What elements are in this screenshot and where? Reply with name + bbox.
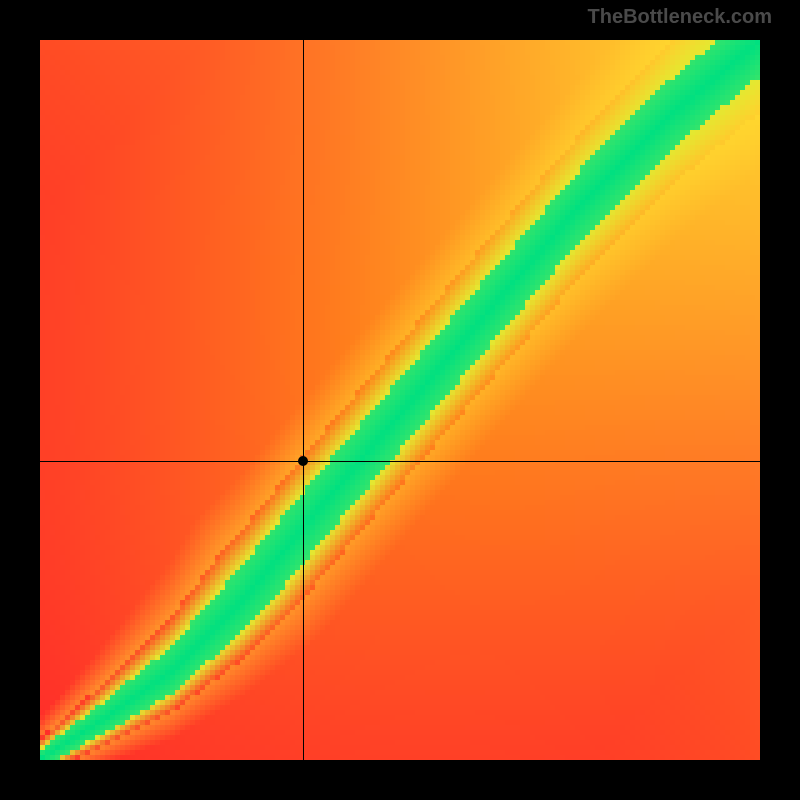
crosshair-horizontal (40, 461, 760, 462)
plot-area (40, 40, 760, 760)
heatmap-canvas (40, 40, 760, 760)
watermark-text: TheBottleneck.com (588, 6, 772, 29)
crosshair-marker (298, 456, 308, 466)
crosshair-vertical (303, 40, 304, 760)
